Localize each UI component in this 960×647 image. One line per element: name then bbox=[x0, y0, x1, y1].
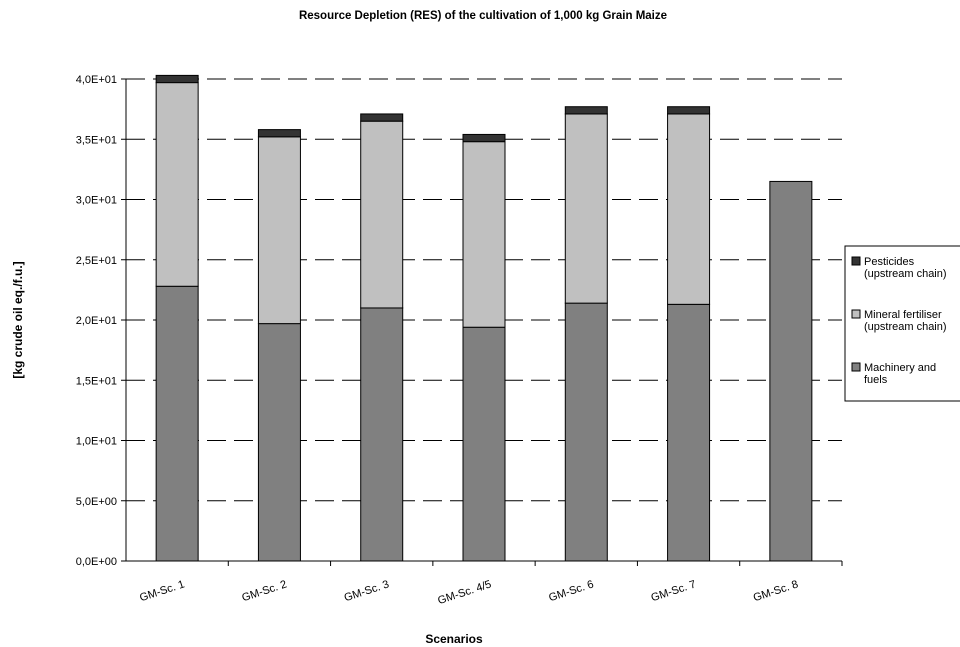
y-tick-label: 2,0E+01 bbox=[76, 315, 117, 327]
legend-label: fuels bbox=[864, 374, 888, 386]
chart-title: Resource Depletion (RES) of the cultivat… bbox=[299, 10, 667, 22]
y-tick-label: 2,5E+01 bbox=[76, 255, 117, 267]
bar-segment bbox=[667, 106, 711, 115]
bar-segment bbox=[667, 113, 711, 305]
bar-segment bbox=[564, 106, 608, 115]
x-tick-label: GM-Sc. 4/5 bbox=[436, 578, 493, 607]
x-tick-label: GM-Sc. 2 bbox=[240, 578, 288, 604]
bar-segment bbox=[564, 113, 608, 304]
bar-segment bbox=[257, 136, 301, 325]
legend: Pesticides(upstream chain)Mineral fertil… bbox=[851, 256, 947, 386]
bar-segment bbox=[564, 302, 608, 562]
bar-segment bbox=[257, 323, 301, 562]
y-tick-label: 1,0E+01 bbox=[76, 436, 117, 448]
y-axis-title: [kg crude oil eq./f.u.] bbox=[11, 261, 25, 378]
x-tick-label: GM-Sc. 7 bbox=[650, 578, 698, 604]
bar-segment bbox=[462, 326, 506, 562]
legend-box bbox=[844, 245, 960, 402]
bar-segment bbox=[667, 303, 711, 562]
x-ticks: GM-Sc. 1 GM-Sc. 2 GM-Sc. 3 GM-Sc. 4/5 GM-Sc.… bbox=[138, 561, 843, 607]
legend-swatch bbox=[851, 362, 861, 372]
legend-label: (upstream chain) bbox=[864, 321, 947, 333]
x-tick-label: GM-Sc. 1 bbox=[138, 578, 186, 604]
x-tick-label: GM-Sc. 6 bbox=[547, 578, 595, 604]
legend-swatch bbox=[851, 309, 861, 319]
legend-swatch bbox=[851, 256, 861, 266]
y-ticks: 0,0E+00 5,0E+00 1,0E+01 1,5E+01 2,0E+01 2,5E+… bbox=[76, 74, 126, 568]
x-axis-title: Scenarios bbox=[425, 632, 483, 646]
bar-segment bbox=[462, 133, 506, 143]
legend-label: Machinery and bbox=[864, 362, 936, 374]
bar-segment bbox=[360, 120, 404, 309]
y-tick-label: 3,5E+01 bbox=[76, 134, 117, 146]
bar-segment bbox=[155, 74, 199, 84]
bar-segment bbox=[769, 180, 813, 562]
y-tick-label: 1,5E+01 bbox=[76, 375, 117, 387]
y-tick-label: 4,0E+01 bbox=[76, 74, 117, 86]
y-tick-label: 0,0E+00 bbox=[76, 556, 117, 568]
bar-segment bbox=[257, 129, 301, 138]
bar-segment bbox=[462, 141, 506, 328]
bars bbox=[155, 74, 813, 562]
x-tick-label: GM-Sc. 3 bbox=[343, 578, 391, 604]
legend-label: Pesticides bbox=[864, 256, 915, 268]
bar-segment bbox=[360, 307, 404, 562]
x-tick-label: GM-Sc. 8 bbox=[752, 578, 800, 604]
y-tick-label: 3,0E+01 bbox=[76, 195, 117, 207]
legend-label: Mineral fertiliser bbox=[864, 309, 942, 321]
bar-segment bbox=[155, 285, 199, 562]
y-tick-label: 5,0E+00 bbox=[76, 496, 117, 508]
bar-segment bbox=[360, 113, 404, 122]
legend-label: (upstream chain) bbox=[864, 268, 947, 280]
bar-segment bbox=[155, 82, 199, 287]
